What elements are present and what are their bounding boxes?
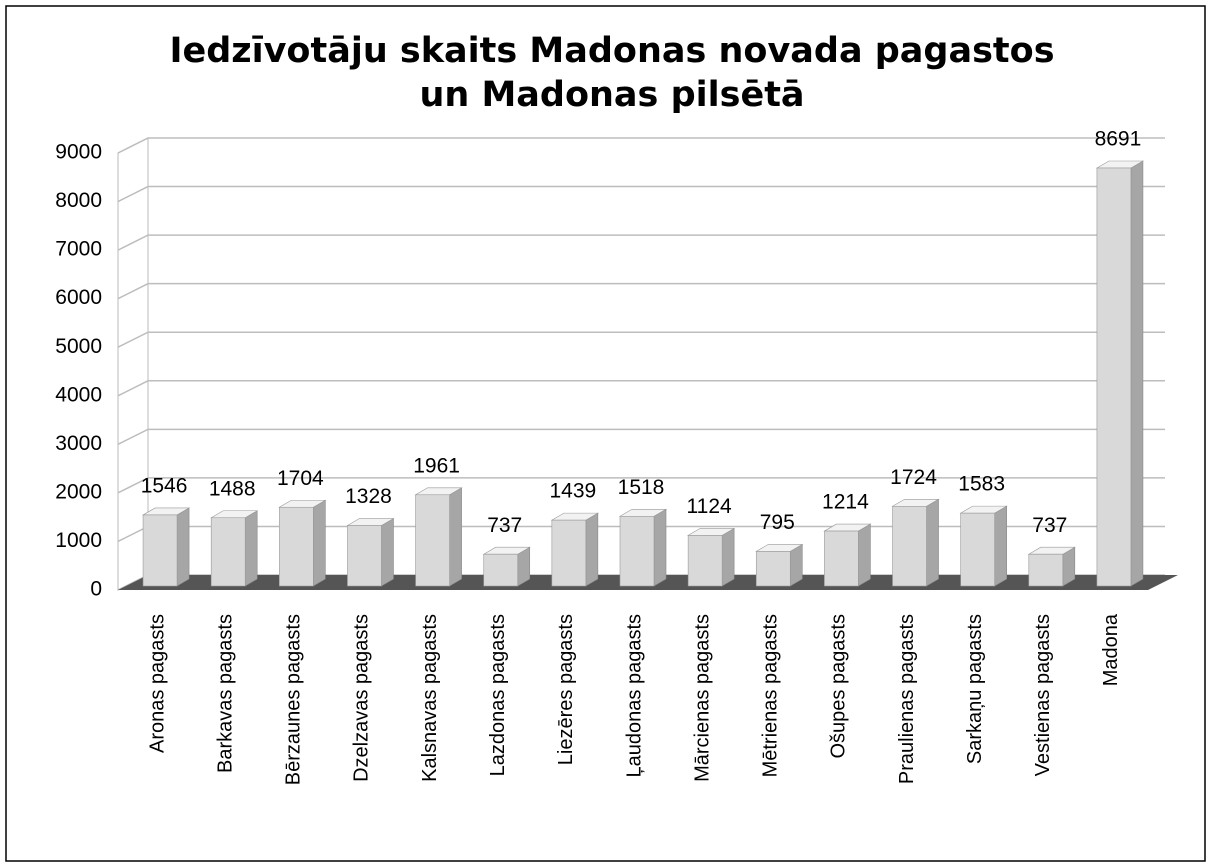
grid-line [117, 477, 1165, 494]
chart-title: un Madonas pilsētā [419, 75, 804, 115]
bar [619, 515, 655, 587]
value-label: 1124 [687, 495, 732, 518]
chart-title: Iedzīvotāju skaits Madonas novada pagast… [169, 31, 1054, 71]
bar [279, 506, 314, 587]
grid-line [117, 137, 1165, 154]
bar [755, 551, 791, 587]
grid-line [117, 380, 1165, 397]
value-label: 737 [487, 514, 522, 537]
bar [142, 514, 178, 587]
x-tick-label: Ļaudonas pagasts [623, 614, 645, 777]
x-tick-label: Vestienas pagasts [1032, 614, 1054, 776]
bar-side [858, 523, 871, 587]
y-tick-label: 6000 [55, 286, 102, 309]
bar-side [313, 499, 326, 587]
bar-side [244, 510, 258, 587]
bar-side [653, 508, 667, 587]
value-label: 1546 [141, 474, 188, 497]
y-tick-label: 7000 [55, 238, 102, 261]
value-label: 1214 [822, 491, 869, 514]
y-tick-label: 1000 [55, 529, 102, 552]
grid-line [117, 234, 1165, 251]
x-tick-label: Praulienas pagasts [896, 614, 918, 784]
grid-line [117, 185, 1165, 203]
x-tick-label: Dzelzavas pagasts [351, 614, 373, 782]
bar-side [176, 507, 190, 587]
bar-side [449, 487, 462, 587]
bar-side [1130, 160, 1144, 587]
bar-side [721, 527, 735, 587]
y-tick-label: 3000 [55, 432, 102, 455]
grid-line [117, 331, 1165, 348]
bar [892, 505, 927, 587]
x-tick-label: Barkavas pagasts [214, 614, 236, 773]
bar [210, 517, 246, 587]
x-tick-label: Sarkaņu pagasts [964, 614, 986, 764]
bar [960, 512, 995, 587]
y-tick-label: 8000 [55, 189, 102, 212]
y-tick-label: 2000 [55, 480, 102, 503]
bar [551, 519, 587, 587]
bar-side [381, 517, 394, 587]
value-label: 1704 [277, 467, 324, 490]
x-tick-label: Mētrienas pagasts [760, 614, 782, 777]
y-tick-label: 9000 [55, 141, 102, 164]
x-tick-label: Mārcienas pagasts [691, 614, 713, 782]
y-tick-label: 5000 [55, 335, 102, 358]
bar [1028, 553, 1064, 587]
value-label: 1439 [550, 480, 597, 503]
bar [347, 525, 382, 587]
value-label: 1724 [890, 466, 937, 489]
value-label: 8691 [1095, 128, 1142, 151]
value-label: 795 [760, 511, 795, 534]
x-tick-label: Aronas pagasts [146, 614, 168, 753]
x-tick-label: Ošupes pagasts [828, 614, 850, 759]
x-tick-label: Liezēres pagasts [555, 614, 577, 765]
value-label: 737 [1032, 514, 1067, 537]
value-label: 1328 [345, 485, 392, 508]
x-tick-label: Kalsnavas pagasts [419, 614, 441, 782]
x-tick-label: Bērzaunes pagasts [283, 614, 305, 785]
bar-side [926, 498, 939, 587]
value-label: 1488 [209, 477, 256, 500]
value-label: 1583 [958, 473, 1005, 496]
value-label: 1518 [618, 476, 665, 499]
x-tick-label: Lazdonas pagasts [487, 614, 509, 776]
grid-line [117, 428, 1165, 446]
bar [1096, 167, 1132, 587]
bar-side [585, 512, 599, 587]
y-tick-label: 4000 [55, 383, 102, 406]
bar [415, 494, 450, 587]
frame [5, 5, 1206, 862]
grid-line [117, 282, 1165, 300]
bar [824, 530, 859, 587]
bar-side [994, 505, 1007, 587]
x-tick-label: Madona [1100, 613, 1122, 686]
bar [687, 535, 723, 587]
bar [483, 553, 519, 587]
y-tick-label: 0 [90, 578, 102, 601]
value-label: 1961 [413, 454, 460, 477]
